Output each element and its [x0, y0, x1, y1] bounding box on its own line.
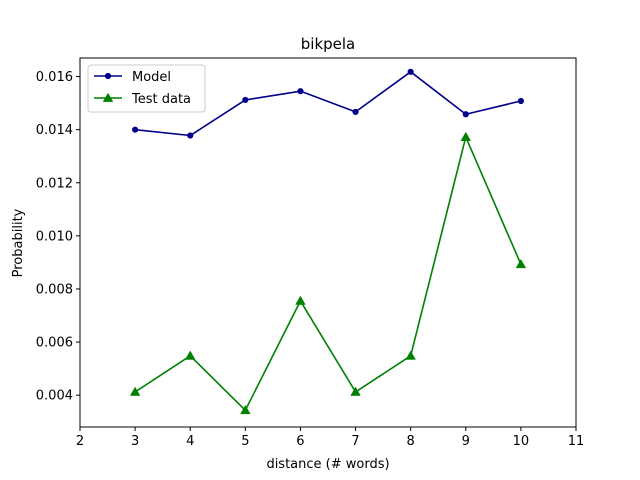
legend-marker — [104, 72, 112, 80]
legend-marker — [102, 92, 114, 102]
chart-title: bikpela — [301, 35, 356, 53]
x-axis-label: distance (# words) — [266, 457, 389, 472]
data-point — [242, 96, 249, 104]
data-point — [240, 404, 251, 415]
y-tick-label: 0.004 — [36, 389, 73, 404]
y-tick-label: 0.014 — [36, 123, 73, 138]
y-axis: 0.004 0.006 0.008 0.010 0.012 0.014 0.016 — [36, 70, 80, 404]
x-axis: 2 3 4 5 6 7 8 9 10 11 — [76, 427, 584, 449]
data-point — [129, 386, 141, 396]
data-point — [297, 88, 304, 95]
x-tick-label: 9 — [462, 434, 470, 449]
data-point — [462, 111, 469, 118]
series-layer — [129, 68, 527, 415]
data-point — [132, 126, 139, 133]
data-point — [405, 350, 416, 360]
data-point — [515, 258, 527, 269]
x-tick-label: 4 — [186, 434, 194, 449]
x-tick-label: 3 — [131, 434, 139, 449]
plot-frame — [79, 57, 577, 428]
x-tick-label: 10 — [513, 434, 530, 449]
data-point — [350, 386, 361, 396]
data-point — [460, 131, 472, 141]
series-test-data — [129, 131, 527, 415]
x-tick-label: 11 — [568, 434, 585, 449]
y-tick-label: 0.012 — [36, 176, 73, 191]
x-tick-label: 5 — [241, 434, 249, 449]
legend: Model Test data — [87, 64, 206, 113]
y-tick-label: 0.016 — [36, 70, 73, 85]
y-axis-label: Probability — [11, 208, 26, 277]
x-tick-label: 7 — [351, 434, 359, 449]
legend-label: Model — [132, 70, 171, 85]
x-tick-label: 6 — [296, 434, 304, 449]
y-tick-label: 0.008 — [36, 282, 73, 297]
y-tick-label: 0.006 — [36, 336, 73, 351]
data-point — [517, 97, 524, 105]
legend-label: Test data — [131, 92, 191, 107]
x-tick-label: 2 — [76, 434, 84, 449]
data-point — [184, 350, 196, 360]
data-point — [295, 295, 306, 305]
series-line — [134, 136, 522, 412]
data-point — [352, 108, 359, 115]
y-tick-label: 0.010 — [36, 229, 73, 244]
series-model — [132, 68, 524, 139]
x-tick-label: 8 — [407, 434, 415, 449]
data-point — [407, 68, 414, 75]
data-point — [187, 132, 194, 139]
series-line — [135, 71, 522, 137]
